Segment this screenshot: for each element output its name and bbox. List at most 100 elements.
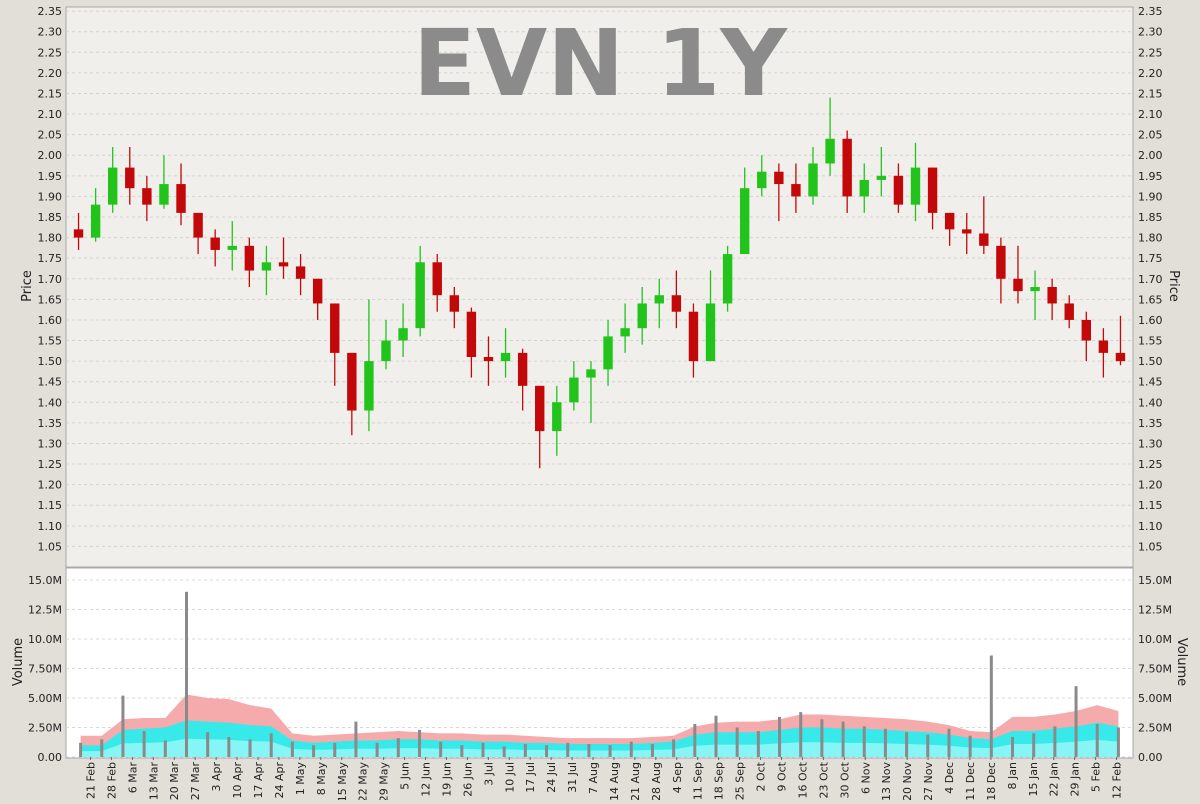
price-tick-label: 2.25 bbox=[1138, 46, 1163, 59]
candle-body bbox=[176, 184, 186, 213]
candle-body bbox=[842, 138, 852, 197]
volume-tick-label: 15.0M bbox=[1138, 574, 1172, 587]
candle-body bbox=[415, 262, 425, 329]
volume-bar bbox=[354, 721, 358, 757]
date-tick-label: 23 Oct bbox=[817, 761, 830, 798]
price-tick-label: 1.20 bbox=[38, 479, 63, 492]
date-tick-label: 10 Jul bbox=[503, 762, 516, 793]
price-grid bbox=[66, 10, 1133, 547]
volume-tick-label: 2.50M bbox=[1138, 722, 1172, 735]
price-tick-label: 1.60 bbox=[1138, 314, 1163, 327]
date-tick-label: 3 Apr bbox=[210, 762, 223, 792]
date-tick-label: 22 May bbox=[357, 762, 370, 800]
volume-bar bbox=[312, 745, 316, 757]
date-tick-label: 4 Dec bbox=[943, 762, 956, 794]
date-tick-label: 15 Jan bbox=[1027, 762, 1040, 796]
volume-bar bbox=[502, 746, 506, 757]
volume-bar bbox=[883, 728, 887, 757]
volume-axis-label-right: Volume bbox=[1174, 638, 1189, 686]
date-tick-label: 24 Jul bbox=[545, 762, 558, 793]
volume-bar bbox=[1032, 733, 1036, 757]
candle-body bbox=[193, 212, 203, 238]
date-tick-label: 13 Mar bbox=[147, 762, 160, 800]
date-tick-label: 28 Aug bbox=[650, 762, 663, 800]
volume-tick-label: 5.00M bbox=[1138, 692, 1172, 705]
candle-body bbox=[671, 295, 682, 312]
volume-bar bbox=[206, 732, 210, 757]
date-tick-label: 5 Jun bbox=[399, 762, 412, 790]
candle-body bbox=[483, 357, 494, 362]
candle-body bbox=[108, 167, 118, 205]
price-tick-label: 1.60 bbox=[38, 314, 63, 327]
price-tick-label: 1.15 bbox=[38, 499, 63, 512]
volume-bar bbox=[629, 741, 633, 757]
candle-body bbox=[962, 229, 972, 234]
candle-body bbox=[825, 138, 835, 164]
price-tick-label: 2.00 bbox=[1138, 149, 1163, 162]
candle-body bbox=[381, 340, 391, 362]
price-tick-label: 1.90 bbox=[1138, 190, 1163, 203]
price-tick-label: 2.05 bbox=[1138, 129, 1163, 142]
price-panel bbox=[65, 6, 1134, 568]
date-tick-label: 21 Feb bbox=[84, 762, 97, 799]
volume-bar bbox=[947, 728, 951, 757]
candle-body bbox=[295, 266, 306, 279]
price-tick-label: 1.30 bbox=[38, 437, 63, 450]
candle-body bbox=[449, 295, 460, 312]
price-tick-label: 2.35 bbox=[38, 5, 63, 18]
volume-bar bbox=[439, 741, 443, 757]
volume-tick-label: 12.5M bbox=[1138, 604, 1172, 617]
candle-body bbox=[517, 352, 528, 386]
price-tick-label: 1.10 bbox=[38, 520, 63, 533]
candle-body bbox=[210, 237, 220, 250]
volume-bar bbox=[481, 742, 485, 757]
price-tick-label: 1.40 bbox=[1138, 396, 1163, 409]
volume-bar bbox=[248, 739, 252, 757]
volume-bar bbox=[756, 731, 760, 757]
price-tick-label: 1.30 bbox=[1138, 437, 1163, 450]
date-tick-label: 9 Oct bbox=[775, 761, 788, 791]
volume-bar bbox=[163, 740, 167, 757]
volume-bar bbox=[587, 744, 591, 757]
volume-bar bbox=[608, 745, 612, 757]
volume-band-lower bbox=[80, 738, 1119, 757]
candle-body bbox=[552, 402, 562, 432]
candle-body bbox=[979, 233, 989, 246]
candle-body bbox=[398, 328, 408, 341]
date-tick-label: 11 Sep bbox=[692, 762, 705, 800]
price-tick-label: 1.65 bbox=[1138, 293, 1163, 306]
candle-body bbox=[808, 163, 818, 197]
price-tick-label: 1.40 bbox=[38, 396, 63, 409]
price-tick-label: 1.90 bbox=[38, 190, 63, 203]
candle-body bbox=[705, 303, 716, 362]
candle-body bbox=[688, 311, 699, 362]
price-axis-label-left: Price bbox=[20, 270, 35, 302]
volume-bar bbox=[396, 738, 400, 757]
date-tick-label: 29 Jan bbox=[1069, 762, 1082, 796]
candle-body bbox=[791, 184, 801, 197]
price-axis-right: 1.05 1.10 1.15 1.20 1.25 1.30 1.35 1.40 1.45 1.50… bbox=[1138, 5, 1163, 553]
date-tick-label: 22 Jan bbox=[1048, 762, 1061, 796]
date-tick-label: 15 May bbox=[336, 762, 349, 800]
price-tick-label: 1.50 bbox=[1138, 355, 1163, 368]
volume-tick-label: 7.50M bbox=[1138, 663, 1172, 676]
candle-body bbox=[227, 245, 237, 250]
date-tick-label: 2 Oct bbox=[755, 761, 768, 791]
volume-bar bbox=[820, 719, 824, 757]
date-tick-label: 30 Oct bbox=[838, 761, 851, 798]
candle-body bbox=[586, 369, 596, 378]
date-tick-label: 27 Mar bbox=[189, 762, 202, 800]
candle-body bbox=[893, 175, 904, 205]
date-tick-label: 19 Jun bbox=[440, 762, 453, 797]
volume-bar bbox=[1116, 727, 1120, 757]
price-tick-label: 2.10 bbox=[1138, 108, 1163, 121]
candle-body bbox=[330, 303, 340, 353]
volume-bar bbox=[841, 721, 845, 757]
price-tick-label: 2.10 bbox=[38, 108, 63, 121]
date-tick-label: 21 Aug bbox=[629, 762, 642, 800]
price-tick-label: 1.65 bbox=[38, 293, 63, 306]
price-tick-label: 1.35 bbox=[38, 417, 63, 430]
candle-body bbox=[125, 167, 135, 189]
volume-tick-label: 5.00M bbox=[28, 692, 62, 705]
date-tick-label: 12 Jun bbox=[420, 762, 433, 797]
